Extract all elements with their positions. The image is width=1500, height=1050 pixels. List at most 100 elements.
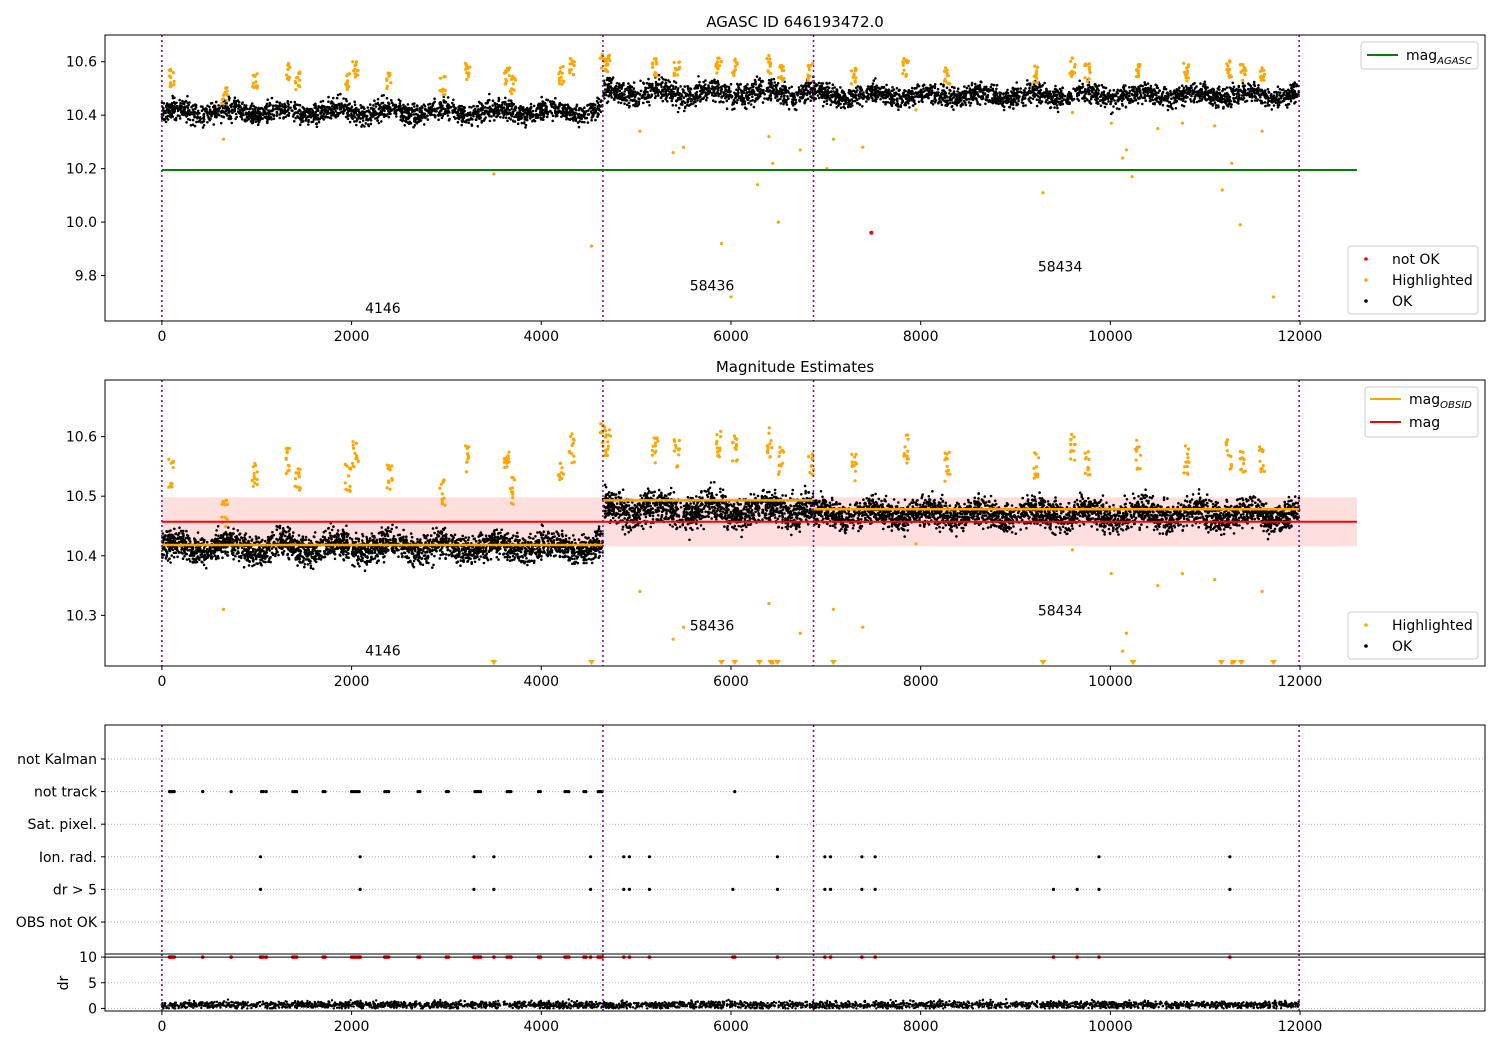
ok-point	[398, 107, 402, 111]
ok-point	[1232, 96, 1235, 100]
ok-point	[556, 106, 559, 110]
ok-point	[202, 117, 206, 121]
ok-point	[201, 126, 205, 129]
ok-point	[915, 95, 919, 98]
ok-point	[452, 98, 455, 102]
ok-point	[160, 117, 164, 121]
ok-point	[309, 116, 313, 119]
ok-point	[1153, 102, 1156, 106]
ok-point	[1221, 89, 1224, 93]
ok-point	[233, 96, 237, 99]
ok-point	[594, 109, 598, 112]
ok-point	[933, 86, 937, 90]
ok-point	[460, 119, 464, 122]
ok-point	[908, 106, 911, 109]
ok-point	[942, 89, 946, 92]
ok-point	[173, 108, 176, 111]
ok-point	[617, 101, 620, 104]
ok-point	[234, 102, 238, 105]
ok-point	[688, 103, 692, 107]
ok-point	[714, 100, 717, 104]
ok-point	[1122, 88, 1126, 91]
ok-point	[1149, 84, 1153, 88]
ok-point	[240, 115, 243, 119]
ok-point	[341, 112, 345, 115]
ok-point	[500, 105, 503, 108]
ok-point	[315, 125, 319, 129]
ok-point	[343, 108, 346, 112]
ok-point	[315, 117, 319, 121]
ok-point	[681, 88, 684, 91]
ok-point	[794, 101, 798, 104]
ok-point	[825, 102, 829, 106]
ok-point	[733, 91, 736, 95]
ok-point	[730, 94, 734, 98]
ok-point	[687, 97, 691, 101]
ok-point	[866, 85, 870, 88]
ok-point	[179, 102, 182, 105]
ok-point	[1151, 95, 1154, 99]
ok-point	[743, 88, 746, 91]
ok-point	[188, 101, 191, 104]
ok-point	[957, 96, 960, 100]
ok-point	[504, 116, 508, 119]
ok-point	[377, 121, 381, 125]
ok-point	[1227, 103, 1230, 107]
ok-point	[783, 94, 786, 97]
ok-point	[195, 120, 198, 124]
ok-point	[804, 86, 808, 90]
ok-point	[524, 126, 527, 129]
ok-point	[456, 116, 459, 120]
ok-point	[418, 119, 421, 122]
ok-point	[598, 108, 601, 112]
ok-point	[415, 121, 419, 125]
ok-point	[394, 109, 398, 112]
ok-point	[627, 101, 631, 105]
ok-point	[722, 92, 726, 95]
ok-point	[575, 103, 579, 107]
ok-point	[314, 102, 317, 106]
ok-point	[418, 110, 422, 114]
ok-point	[369, 103, 372, 106]
ok-point	[694, 104, 697, 108]
ok-point	[627, 91, 631, 95]
ok-point	[315, 122, 318, 126]
ok-point	[791, 98, 794, 101]
ok-point	[893, 91, 896, 95]
ok-point	[1015, 97, 1019, 100]
ok-point	[813, 81, 816, 85]
ok-point	[618, 96, 621, 100]
ok-point	[385, 96, 389, 100]
ok-point	[936, 92, 940, 96]
ok-point	[503, 102, 507, 106]
ok-point	[1174, 93, 1178, 97]
ok-point	[297, 116, 300, 120]
ok-point	[642, 82, 646, 85]
ok-point	[486, 110, 490, 113]
ok-point	[502, 106, 506, 110]
ok-point	[777, 90, 781, 93]
ok-point	[363, 125, 366, 128]
ok-point	[1104, 86, 1108, 90]
ok-point	[655, 90, 659, 94]
ok-point	[978, 103, 982, 106]
ok-point	[865, 100, 868, 103]
ok-point	[186, 101, 189, 104]
ok-point	[1044, 100, 1048, 104]
ok-point	[701, 88, 705, 92]
ok-point	[858, 93, 861, 97]
ok-point	[322, 112, 326, 116]
ok-point	[599, 100, 602, 103]
ok-point	[697, 84, 700, 88]
ok-point	[1282, 93, 1285, 97]
ok-point	[224, 109, 228, 113]
ok-point	[206, 114, 209, 117]
ok-point	[940, 92, 943, 96]
ok-point	[945, 104, 949, 107]
ok-point	[181, 99, 184, 103]
ok-point	[1053, 106, 1056, 109]
ok-point	[473, 110, 477, 113]
ok-point	[1000, 99, 1004, 103]
ok-point	[491, 104, 495, 107]
ok-point	[1054, 94, 1058, 97]
